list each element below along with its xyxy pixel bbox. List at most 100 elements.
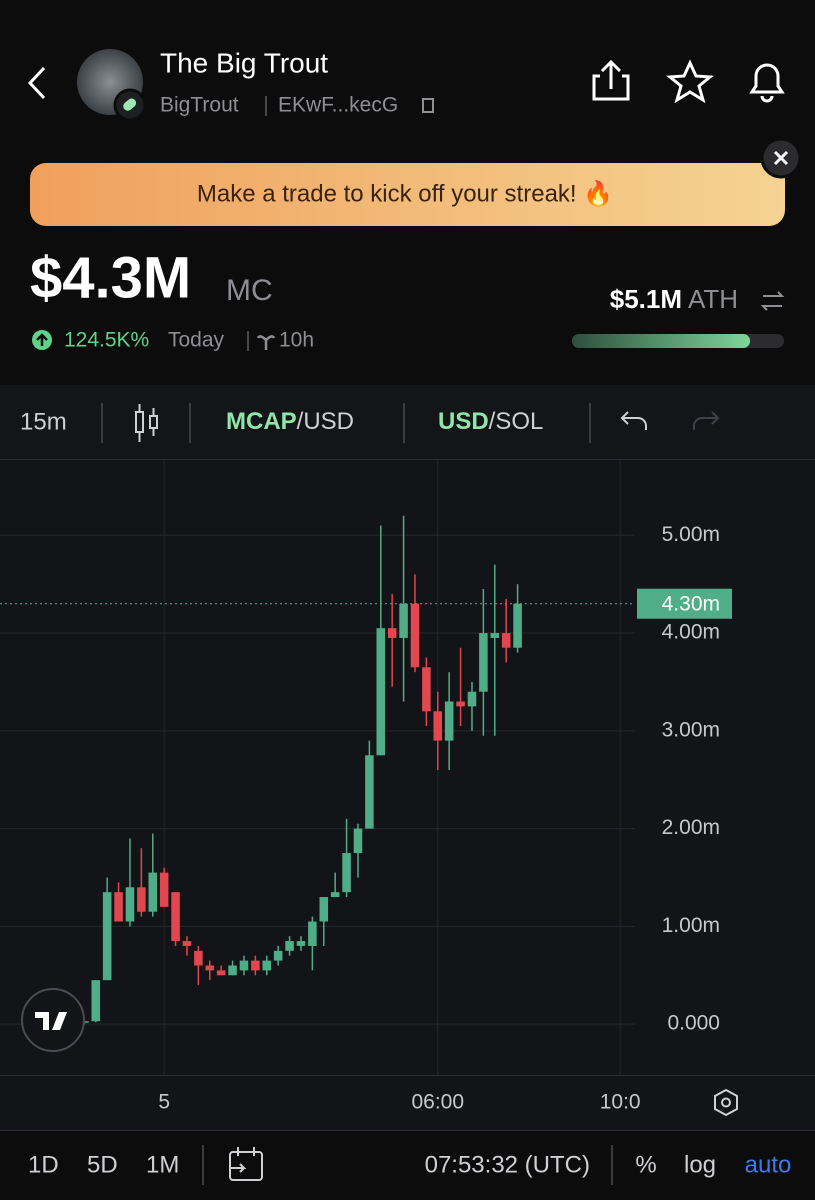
chart-bg (0, 460, 815, 1130)
candle-body (365, 755, 374, 829)
close-icon (773, 150, 789, 166)
market-cap-unit: MC (226, 274, 273, 307)
change: 124.5K% (64, 329, 149, 352)
candle-body (319, 897, 329, 922)
candle-body (490, 633, 500, 638)
auto-toggle[interactable]: auto (745, 1151, 792, 1178)
candle-body (422, 667, 431, 712)
candle-body (228, 965, 237, 976)
candle-body (308, 921, 317, 946)
up-arrow (36, 333, 48, 346)
separators (101, 403, 613, 1185)
ath-label: ATH (688, 284, 738, 314)
log-toggle[interactable]: log (684, 1151, 716, 1178)
last-price-box (637, 588, 732, 619)
candle-body (251, 960, 260, 971)
candle-body (194, 950, 203, 966)
sprout-icon (256, 335, 276, 350)
candle-body (410, 603, 420, 668)
settings-dot (721, 1097, 731, 1108)
y-tick-label: 4.00m (662, 621, 720, 644)
candle-body (399, 603, 408, 638)
candle-body (467, 691, 477, 707)
y-tick-label: 3.00m (662, 718, 720, 741)
redo-icon[interactable] (693, 411, 720, 430)
quote-active: USD (438, 408, 489, 435)
range-button[interactable]: 1M (146, 1151, 179, 1178)
percent-toggle[interactable]: % (635, 1151, 656, 1178)
candle-body (342, 853, 351, 893)
y-tick-label: 1.00m (662, 914, 720, 937)
candle-body (182, 941, 192, 946)
tv-mark (35, 1012, 67, 1030)
swap-icon[interactable] (760, 291, 785, 311)
y-tick-label: 0.000 (667, 1012, 720, 1035)
candle-body (273, 950, 283, 961)
candle-body (456, 701, 465, 707)
settings-icon[interactable] (714, 1088, 738, 1117)
back-button[interactable] (27, 66, 46, 100)
candle-body (205, 965, 215, 971)
share-icon[interactable] (592, 59, 630, 101)
candle-body (387, 628, 397, 638)
address[interactable]: EKwF...kecG (278, 94, 398, 117)
candle-body (137, 887, 146, 912)
candle-body (114, 892, 123, 922)
handle[interactable]: BigTrout (160, 94, 239, 117)
banner[interactable] (30, 163, 785, 226)
plot: 0.000 1.00m 2.00m 3.00m 4.00m 5.00m 5 06:00 10:0… (0, 460, 732, 1114)
candle-body (353, 828, 363, 854)
pair-toggle[interactable]: MCAP/USD (226, 408, 354, 435)
candle-body (171, 892, 180, 942)
candle-body (501, 633, 511, 648)
token-name: The Big Trout (160, 47, 328, 78)
pill-icon (123, 98, 137, 111)
pair-active: MCAP (226, 408, 297, 435)
pair-rest: /USD (297, 408, 354, 435)
candle-body (262, 960, 272, 971)
age: 10h (279, 329, 314, 352)
copy-icon[interactable] (422, 98, 434, 113)
candle-body (376, 628, 386, 756)
change-period: Today (168, 329, 225, 352)
bell-icon[interactable] (749, 63, 785, 103)
candle-body (91, 980, 101, 1022)
interval[interactable]: 15m (20, 408, 67, 435)
quote-rest: /SOL (489, 408, 544, 435)
candle-body (159, 872, 169, 907)
range-button[interactable]: 1D (28, 1151, 59, 1178)
candle-body (296, 941, 306, 946)
candle-body (125, 887, 135, 922)
y-tick-label: 5.00m (662, 523, 720, 546)
candle-body (148, 872, 158, 912)
tv-logo[interactable] (21, 988, 85, 1052)
candle-type-icon[interactable] (135, 404, 158, 442)
banner-text: Make a trade to kick off your streak! 🔥 (197, 179, 613, 207)
candle-body (513, 603, 522, 648)
ath-progress (572, 334, 751, 348)
x-tick-label: 06:00 (411, 1091, 464, 1114)
market-cap: $4.3M (30, 245, 191, 310)
candle-body (239, 960, 249, 971)
date-range-icon[interactable] (229, 1147, 263, 1181)
range-button[interactable]: 5D (87, 1151, 118, 1178)
undo-icon[interactable] (620, 411, 647, 430)
ath-value: $5.1M (610, 284, 682, 314)
candle-body (102, 892, 112, 981)
toolbar-bg (0, 385, 815, 460)
y-tick-label: 2.00m (662, 816, 720, 839)
x-tick-label: 10:0 (600, 1091, 641, 1114)
candle-body (444, 701, 454, 741)
candle-body (330, 892, 340, 898)
candle-body (433, 711, 443, 741)
star-icon[interactable] (666, 59, 714, 104)
clock: 07:53:32 (UTC) (425, 1151, 590, 1178)
quote-toggle[interactable]: USD/SOL (438, 408, 543, 435)
candle-body (285, 941, 294, 951)
x-tick-label: 5 (158, 1091, 170, 1114)
candle-body (479, 633, 488, 692)
candle-body (216, 970, 226, 976)
last-price-label: 4.30m (662, 592, 720, 615)
